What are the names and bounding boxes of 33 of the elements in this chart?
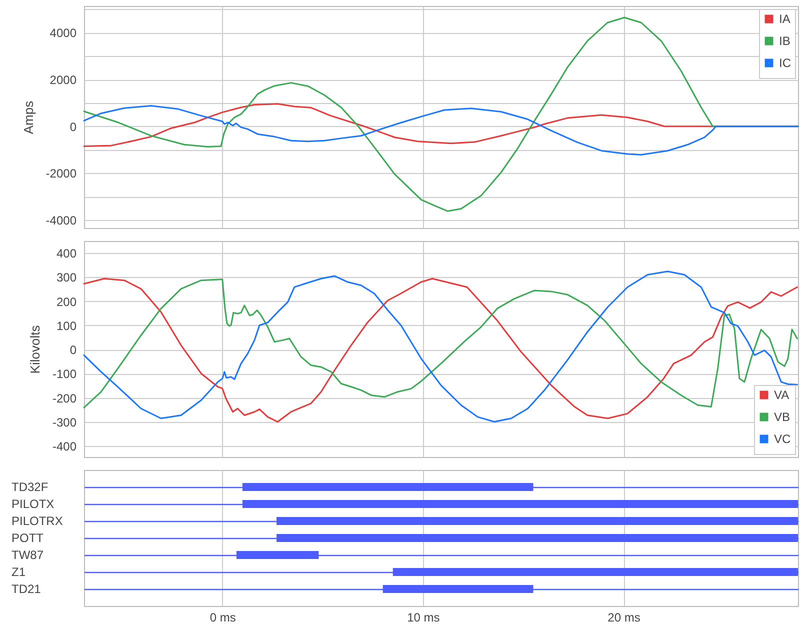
y-tick-label: TD32F	[12, 480, 48, 494]
y-tick-label: -200	[52, 391, 77, 406]
y-tick-label: PILOTX	[12, 497, 54, 511]
legend-label: IB	[779, 34, 790, 48]
y-tick-label: 300	[56, 270, 77, 285]
y-tick-label: -4000	[46, 214, 77, 228]
y-tick-label: -300	[52, 416, 77, 430]
y-tick-label: TW87	[12, 548, 44, 562]
y-tick-label: -100	[52, 367, 77, 382]
legend-label: VC	[774, 432, 792, 446]
y-axis-title: Amps	[20, 100, 36, 134]
x-tick-label: 0 ms	[210, 610, 236, 624]
y-tick-label: 2000	[50, 73, 77, 88]
legend-label: IC	[779, 56, 792, 70]
y-tick-label: -400	[52, 440, 77, 454]
y-tick-label: -2000	[46, 166, 77, 181]
y-tick-label: POTT	[12, 531, 44, 545]
x-tick-label: 10 ms	[407, 610, 440, 624]
y-tick-label: PILOTRX	[12, 514, 63, 528]
y-tick-label: 4000	[50, 26, 77, 40]
y-tick-label: Z1	[12, 565, 26, 579]
legend-label: VB	[774, 410, 790, 424]
x-tick-label: 20 ms	[608, 610, 640, 624]
legend-label: IA	[779, 12, 790, 26]
y-tick-label: 0	[70, 120, 77, 134]
y-tick-label: 0	[70, 343, 77, 358]
y-tick-label: 100	[56, 318, 77, 333]
legend-label: VA	[774, 388, 790, 402]
y-tick-label: 200	[56, 294, 77, 309]
y-tick-label: TD21	[12, 582, 42, 596]
y-axis-title: Kilovolts	[27, 324, 42, 374]
line-series	[83, 105, 799, 156]
y-tick-label: 400	[56, 246, 77, 261]
